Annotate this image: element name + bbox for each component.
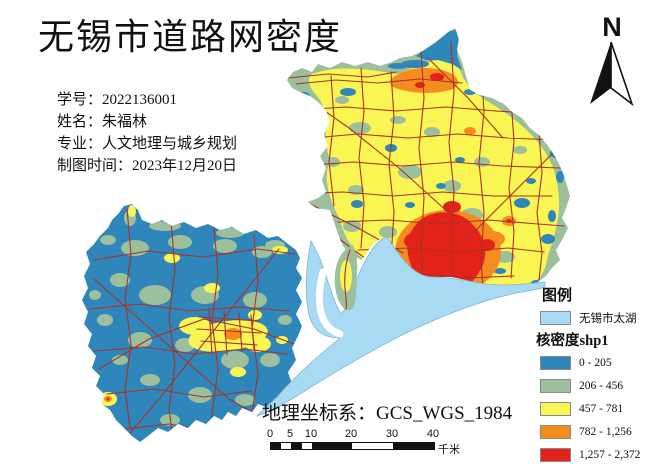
lake-channel-gap [316,268,344,338]
legend-swatch-class4 [540,425,571,439]
north-arrow: N [588,12,636,119]
scale-tick-5: 5 [286,428,294,440]
legend-item-lake: 无锡市太湖 [540,310,637,326]
legend-swatch-class1 [540,356,571,370]
legend-swatch-lake [540,311,571,325]
legend-title: 图例 [542,288,573,304]
yangtze-bank-blue-strip [416,30,462,70]
legend-label-lake: 无锡市太湖 [579,313,637,325]
scale-unit-label: 千米 [438,444,460,456]
north-arrow-icon [590,41,634,107]
legend-swatch-class5 [540,448,571,462]
coordinate-system-label: 地理坐标系：GCS_WGS_1984 [262,403,513,424]
region-south-yixing [82,204,302,442]
scale-tick-10: 10 [304,428,318,440]
scale-tick-30: 30 [385,428,399,440]
scale-tick-0: 0 [266,428,274,440]
info-block: 学号：2022136001 姓名：朱福林 专业：人文地理与城乡规划 制图时间：2… [57,89,237,177]
north-arrow-label: N [602,12,622,42]
legend-item-class5: 1,257 - 2,372 [540,448,640,462]
info-student-id: 学号：2022136001 [57,92,178,108]
legend-swatch-class3 [540,402,571,416]
info-name: 姓名：朱福林 [57,114,148,130]
scale-tick-20: 20 [344,428,358,440]
road-lines-north [287,41,565,288]
legend-item-class1: 0 - 205 [540,356,612,370]
info-date: 制图时间：2023年12月20日 [57,158,238,174]
legend-label-class4: 782 - 1,256 [579,426,632,438]
scale-tick-40: 40 [426,428,440,440]
scale-bar-segments [270,442,435,450]
map-title: 无锡市道路网密度 [38,17,343,57]
legend-item-class3: 457 - 781 [540,402,623,416]
legend-label-class1: 0 - 205 [579,357,612,369]
legend-item-class4: 782 - 1,256 [540,425,632,439]
scale-bar: 0 5 10 20 30 40 千米 [265,428,475,460]
legend-group-title: 核密度shp1 [536,333,609,349]
peninsula-mashan [334,244,358,311]
legend-label-class3: 457 - 781 [579,403,624,415]
legend-label-class2: 206 - 456 [579,380,624,392]
legend-label-class5: 1,257 - 2,372 [579,449,641,461]
legend-swatch-class2 [540,379,571,393]
legend-item-class2: 206 - 456 [540,379,623,393]
info-major: 专业：人文地理与城乡规划 [57,136,238,152]
